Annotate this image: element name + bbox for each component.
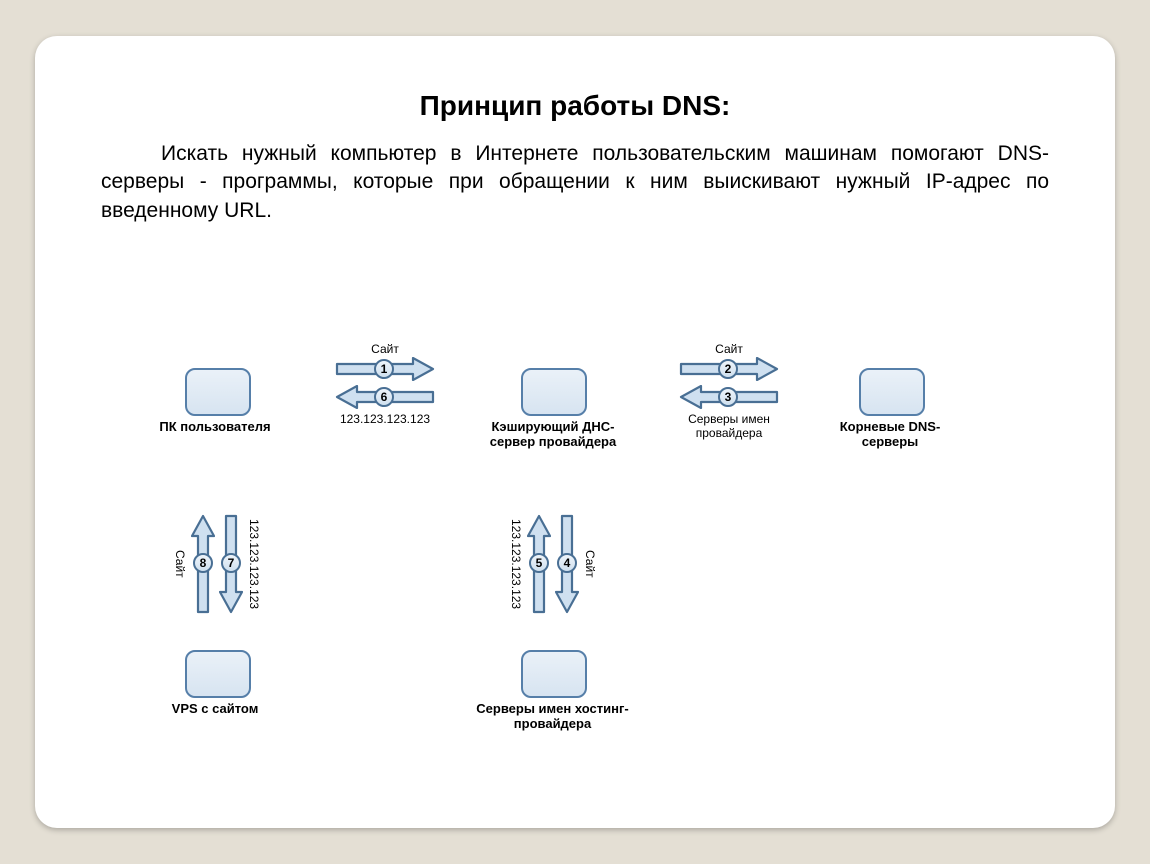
caption-vert1-left: Сайт <box>173 534 187 594</box>
arrow-8-icon <box>191 514 215 614</box>
step-4: 4 <box>557 553 577 573</box>
arrow-1-icon <box>335 357 435 381</box>
caption-top2-bot: Серверы имен провайдера <box>671 412 787 440</box>
node-cache-dns <box>521 368 587 416</box>
node-root-dns <box>859 368 925 416</box>
caption-vert1-right: 123.123.123.123 <box>247 514 261 614</box>
label-user-pc: ПК пользователя <box>145 420 285 435</box>
step-2: 2 <box>718 359 738 379</box>
slide-card: Принцип работы DNS: Искать нужный компью… <box>35 36 1115 828</box>
arrow-5-icon <box>527 514 551 614</box>
caption-top1-top: Сайт <box>345 342 425 356</box>
node-host-dns <box>521 650 587 698</box>
arrow-3-icon <box>679 385 779 409</box>
step-5: 5 <box>529 553 549 573</box>
arrow-7-icon <box>219 514 243 614</box>
caption-vert2-left: 123.123.123.123 <box>509 514 523 614</box>
node-vps <box>185 650 251 698</box>
step-7: 7 <box>221 553 241 573</box>
step-6: 6 <box>374 387 394 407</box>
arrow-2-icon <box>679 357 779 381</box>
step-8: 8 <box>193 553 213 573</box>
arrow-6-icon <box>335 385 435 409</box>
label-root-dns: Корневые DNS-серверы <box>825 420 955 450</box>
step-3: 3 <box>718 387 738 407</box>
arrow-4-icon <box>555 514 579 614</box>
label-cache-dns: Кэширующий ДНС-сервер провайдера <box>473 420 633 450</box>
caption-top2-top: Сайт <box>689 342 769 356</box>
label-vps: VPS с сайтом <box>155 702 275 717</box>
slide-paragraph: Искать нужный компьютер в Интернете поль… <box>101 140 1049 225</box>
slide-title: Принцип работы DNS: <box>101 90 1049 122</box>
caption-vert2-right: Сайт <box>583 534 597 594</box>
node-user-pc <box>185 368 251 416</box>
caption-top1-bot: 123.123.123.123 <box>330 412 440 426</box>
step-1: 1 <box>374 359 394 379</box>
label-host-dns: Серверы имен хостинг-провайдера <box>465 702 640 732</box>
